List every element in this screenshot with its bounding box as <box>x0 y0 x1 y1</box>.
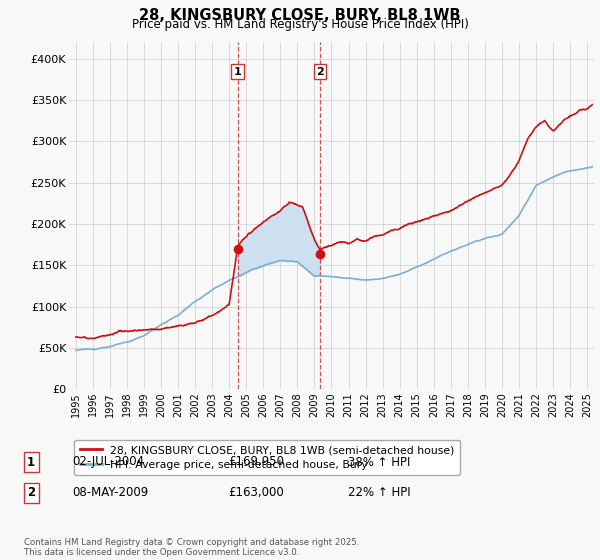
Text: £169,950: £169,950 <box>228 455 284 469</box>
Text: 08-MAY-2009: 08-MAY-2009 <box>72 486 148 500</box>
Text: 2: 2 <box>27 486 35 500</box>
Text: £163,000: £163,000 <box>228 486 284 500</box>
Text: 1: 1 <box>27 455 35 469</box>
Legend: 28, KINGSBURY CLOSE, BURY, BL8 1WB (semi-detached house), HPI: Average price, se: 28, KINGSBURY CLOSE, BURY, BL8 1WB (semi… <box>74 440 460 475</box>
Text: 2: 2 <box>316 67 324 77</box>
Text: 02-JUL-2004: 02-JUL-2004 <box>72 455 144 469</box>
Text: 1: 1 <box>234 67 242 77</box>
Text: 38% ↑ HPI: 38% ↑ HPI <box>348 455 410 469</box>
Text: 28, KINGSBURY CLOSE, BURY, BL8 1WB: 28, KINGSBURY CLOSE, BURY, BL8 1WB <box>139 8 461 24</box>
Text: Price paid vs. HM Land Registry's House Price Index (HPI): Price paid vs. HM Land Registry's House … <box>131 18 469 31</box>
Text: Contains HM Land Registry data © Crown copyright and database right 2025.
This d: Contains HM Land Registry data © Crown c… <box>24 538 359 557</box>
Text: 22% ↑ HPI: 22% ↑ HPI <box>348 486 410 500</box>
